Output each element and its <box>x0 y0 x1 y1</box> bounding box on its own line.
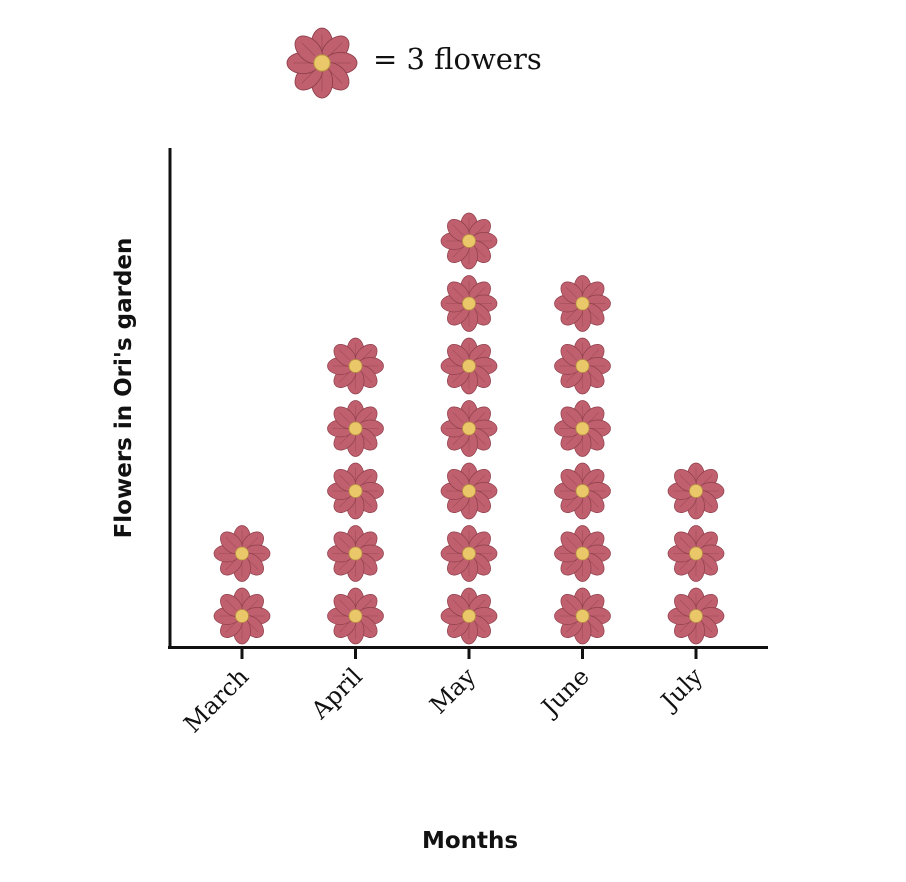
pictograph-column <box>554 275 611 645</box>
x-tick-label: July <box>654 662 709 717</box>
flower-icon <box>440 400 498 457</box>
x-tick-label: April <box>305 662 368 725</box>
flower-icon <box>213 525 271 582</box>
pictograph-column <box>327 337 384 645</box>
x-tick-label: May <box>424 662 481 719</box>
flower-icon <box>554 587 611 645</box>
flower-icon <box>667 462 725 520</box>
flower-icon <box>440 462 498 520</box>
legend: = 3 flowers <box>286 27 542 99</box>
flower-icon <box>440 275 498 332</box>
flower-icon <box>440 212 498 270</box>
flower-icon <box>667 525 725 582</box>
pictograph-column <box>667 462 725 645</box>
flower-icon <box>554 462 611 520</box>
flower-icon <box>327 462 384 520</box>
flower-icon <box>554 275 611 332</box>
flower-icon <box>327 337 384 395</box>
pictograph-column <box>440 212 498 645</box>
flower-icon <box>440 337 498 395</box>
flower-icon <box>440 587 498 645</box>
y-axis-title: Flowers in Ori's garden <box>111 238 137 539</box>
x-tick-labels: March April May June July <box>178 662 708 738</box>
flower-icon <box>327 525 384 582</box>
flower-icon <box>327 587 384 645</box>
pictograph-marks <box>213 212 725 645</box>
legend-label: = 3 flowers <box>373 42 542 76</box>
x-ticks <box>240 647 698 659</box>
legend-flower-icon <box>286 27 358 99</box>
flower-icon <box>213 587 271 645</box>
flower-icon <box>554 525 611 582</box>
x-tick-label: June <box>534 662 595 723</box>
flower-icon <box>554 400 611 457</box>
pictograph-column <box>213 525 271 645</box>
flower-icon <box>554 337 611 395</box>
flower-icon <box>440 525 498 582</box>
flower-icon <box>327 400 384 457</box>
flower-icon <box>286 27 358 99</box>
flower-icon <box>667 587 725 645</box>
x-axis-title: Months <box>422 828 518 854</box>
x-tick-label: March <box>178 662 254 738</box>
